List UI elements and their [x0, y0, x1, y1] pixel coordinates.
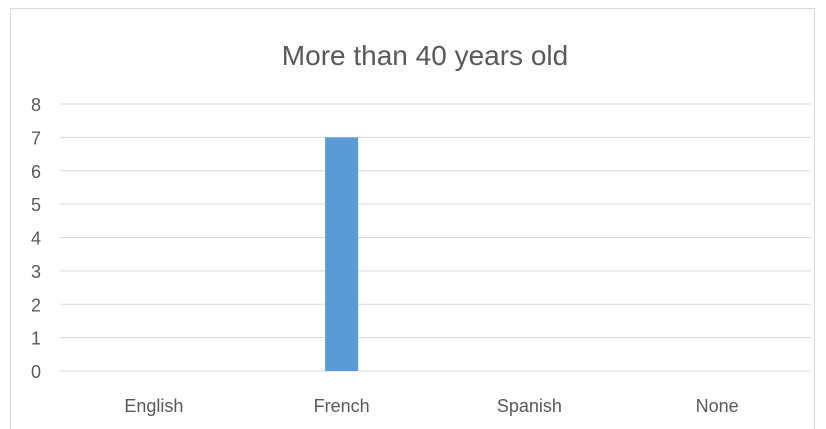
- chart-frame: [10, 8, 815, 429]
- x-axis-category-labels: English French Spanish None: [124, 396, 738, 416]
- y-axis-tick-labels: 0 1 2 3 4 5 6 7 8: [31, 95, 41, 382]
- gridlines: [60, 103, 811, 372]
- chart-title: More than 40 years old: [282, 40, 568, 71]
- x-category-label: None: [696, 396, 739, 416]
- x-category-label: English: [124, 396, 183, 416]
- y-tick-label: 0: [31, 362, 41, 382]
- y-tick-label: 3: [31, 262, 41, 282]
- x-category-label: French: [314, 396, 370, 416]
- y-tick-label: 8: [31, 95, 41, 115]
- y-tick-label: 2: [31, 295, 41, 315]
- x-category-label: Spanish: [497, 396, 562, 416]
- bar-french: [325, 137, 359, 371]
- y-tick-label: 5: [31, 195, 41, 215]
- y-tick-label: 6: [31, 162, 41, 182]
- y-tick-label: 7: [31, 128, 41, 148]
- bars: [325, 137, 359, 371]
- y-tick-label: 1: [31, 329, 41, 349]
- y-tick-label: 4: [31, 229, 41, 249]
